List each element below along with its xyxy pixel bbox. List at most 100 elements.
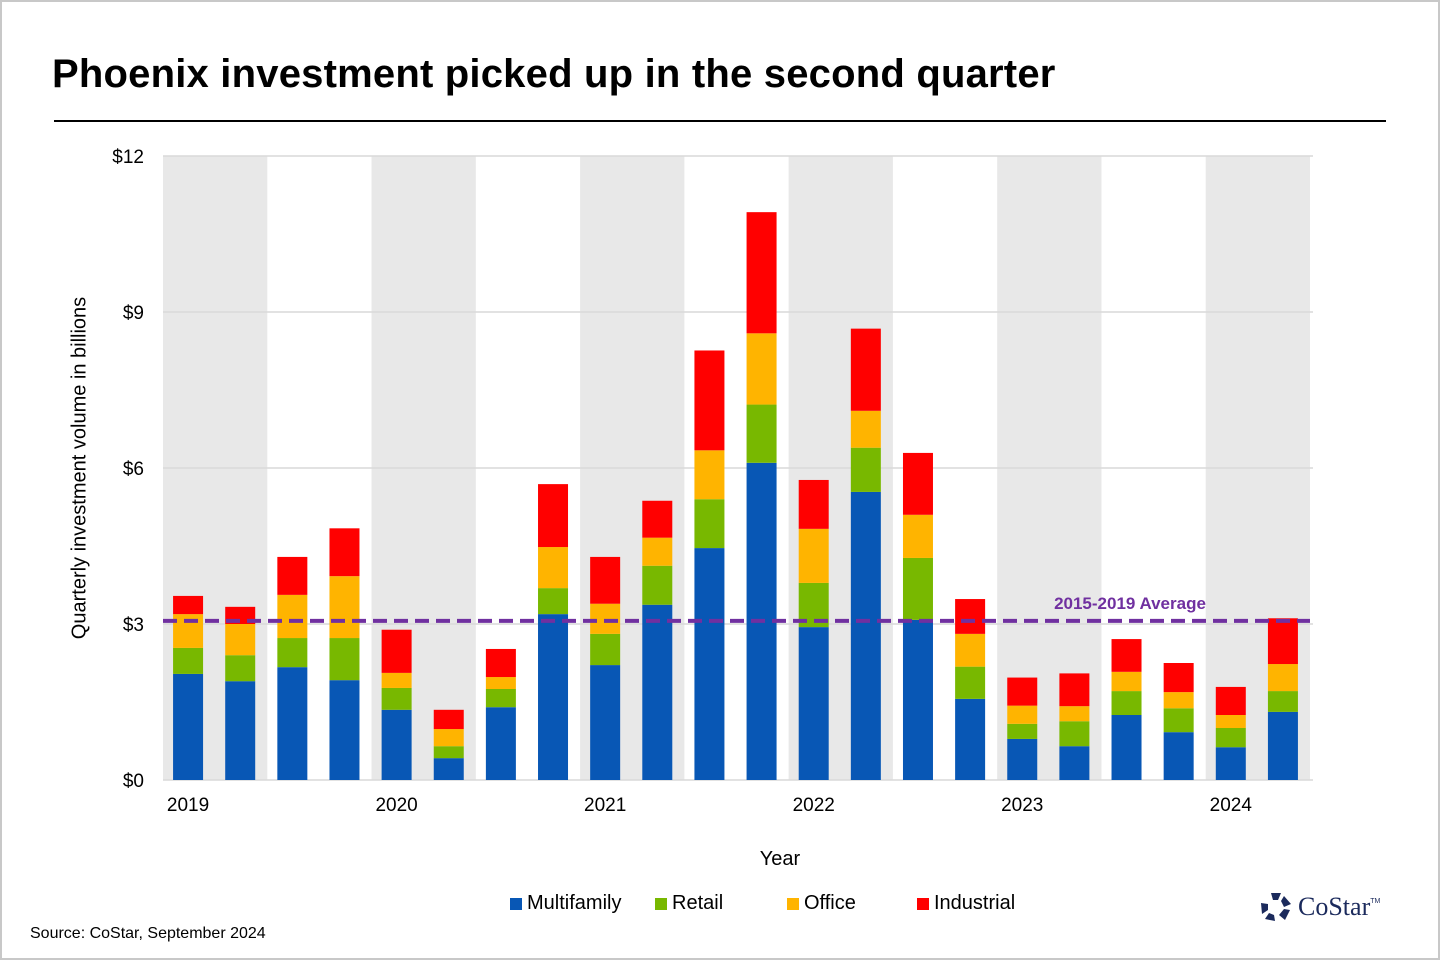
bar-segment-industrial	[642, 500, 673, 538]
x-tick-label: 2021	[584, 795, 626, 816]
bar-segment-retail	[329, 638, 360, 681]
bar-segment-retail	[1007, 723, 1038, 739]
x-tick-label: 2022	[793, 795, 835, 816]
bar-segment-office	[538, 547, 569, 589]
bar-segment-retail	[850, 447, 881, 492]
bar-segment-office	[1111, 671, 1142, 692]
bar-segment-retail	[694, 499, 725, 549]
bar-segment-industrial	[798, 479, 829, 529]
bar-segment-multifamily	[173, 673, 204, 780]
x-tick-label: 2023	[1001, 795, 1043, 816]
bar-segment-office	[225, 624, 256, 656]
costar-logo-tm: TM	[1370, 898, 1381, 905]
bar-segment-office	[746, 333, 777, 405]
costar-logo: CoStar TM	[1260, 892, 1380, 922]
bar-segment-industrial	[694, 350, 725, 451]
bar-segment-office	[694, 450, 725, 500]
bar-segment-multifamily	[694, 548, 725, 780]
bar-segment-industrial	[1163, 663, 1194, 693]
bar-segment-retail	[590, 633, 621, 666]
bar-segment-multifamily	[225, 681, 256, 780]
bar-segment-multifamily	[433, 758, 464, 780]
y-tick-label: $12	[112, 147, 144, 168]
bar-segment-industrial	[1007, 677, 1038, 706]
bar-segment-multifamily	[1007, 738, 1038, 780]
bar-segment-multifamily	[798, 627, 829, 780]
bar-segment-retail	[1111, 691, 1142, 715]
legend-swatch-industrial	[917, 897, 929, 910]
bar-segment-retail	[1215, 728, 1246, 748]
bar-segment-industrial	[902, 452, 933, 515]
bar-segment-office	[902, 514, 933, 558]
bar-segment-multifamily	[850, 491, 881, 780]
bar-segment-multifamily	[955, 698, 986, 780]
chart-title: Phoenix investment picked up in the seco…	[52, 52, 1056, 96]
bar-segment-retail	[1059, 721, 1090, 747]
bar-segment-retail	[746, 404, 777, 463]
bar-segment-multifamily	[381, 709, 412, 780]
source-note: Source: CoStar, September 2024	[30, 925, 266, 942]
bar-segment-office	[433, 729, 464, 747]
average-reference-label: 2015-2019 Average	[1054, 594, 1206, 613]
bar-segment-multifamily	[485, 707, 516, 780]
legend-label: Office	[804, 892, 856, 914]
bar-segment-multifamily	[329, 680, 360, 780]
bar-segment-retail	[381, 687, 412, 710]
legend-label: Industrial	[934, 892, 1016, 914]
bar-segment-retail	[485, 689, 516, 708]
bar-segment-industrial	[1267, 618, 1298, 665]
y-tick-label: $0	[123, 771, 144, 792]
bar-segment-industrial	[433, 709, 464, 730]
bar-segment-retail	[902, 557, 933, 620]
bar-segment-industrial	[1111, 639, 1142, 672]
bar-segment-office	[955, 633, 986, 667]
bar-segment-industrial	[850, 328, 881, 411]
x-tick-label: 2019	[167, 795, 209, 816]
legend-label: Retail	[672, 892, 724, 914]
title-rule	[54, 120, 1386, 122]
legend-item-retail: Retail	[655, 892, 787, 915]
bar-segment-industrial	[329, 528, 360, 577]
bar-segment-office	[798, 528, 829, 583]
bar-segment-multifamily	[642, 604, 673, 780]
bar-segment-retail	[538, 588, 569, 615]
y-tick-label: $6	[123, 459, 144, 480]
legend-swatch-office	[787, 897, 799, 910]
bar-segment-retail	[1163, 708, 1194, 733]
bar-segment-industrial	[381, 629, 412, 673]
bar-segment-office	[1059, 706, 1090, 722]
bar-segment-multifamily	[1059, 746, 1090, 780]
y-axis-label: Quarterly investment volume in billions	[68, 296, 91, 640]
bar-segment-retail	[955, 666, 986, 699]
bar-segment-industrial	[1215, 686, 1246, 715]
bar-segment-multifamily	[1163, 732, 1194, 780]
legend-label: Multifamily	[527, 892, 622, 914]
legend-item-multifamily: Multifamily	[510, 892, 655, 915]
costar-star-icon	[1261, 893, 1291, 921]
bar-segment-office	[1163, 692, 1194, 709]
bar-segment-multifamily	[902, 619, 933, 780]
bar-segment-industrial	[590, 556, 621, 604]
costar-logo-text: CoStar	[1298, 892, 1371, 921]
bar-segment-office	[590, 603, 621, 634]
bar-segment-office	[1215, 715, 1246, 728]
legend-item-office: Office	[787, 892, 917, 915]
bar-segment-retail	[642, 565, 673, 605]
bar-segment-office	[850, 410, 881, 448]
bar-segment-multifamily	[1215, 747, 1246, 780]
bar-segment-office	[329, 576, 360, 639]
bar-segment-multifamily	[1111, 715, 1142, 780]
legend-item-industrial: Industrial	[917, 892, 1015, 915]
bar-segment-retail	[173, 647, 204, 674]
y-tick-label: $3	[123, 615, 144, 636]
bar-segment-multifamily	[277, 667, 308, 780]
bar-segment-multifamily	[590, 665, 621, 780]
bar-segment-retail	[1267, 691, 1298, 712]
bar-segment-office	[1007, 705, 1038, 724]
bar-segment-industrial	[485, 648, 516, 678]
y-tick-label: $9	[123, 303, 144, 324]
bar-segment-industrial	[277, 556, 308, 595]
bar-segment-office	[642, 537, 673, 566]
bar-segment-industrial	[173, 595, 204, 615]
